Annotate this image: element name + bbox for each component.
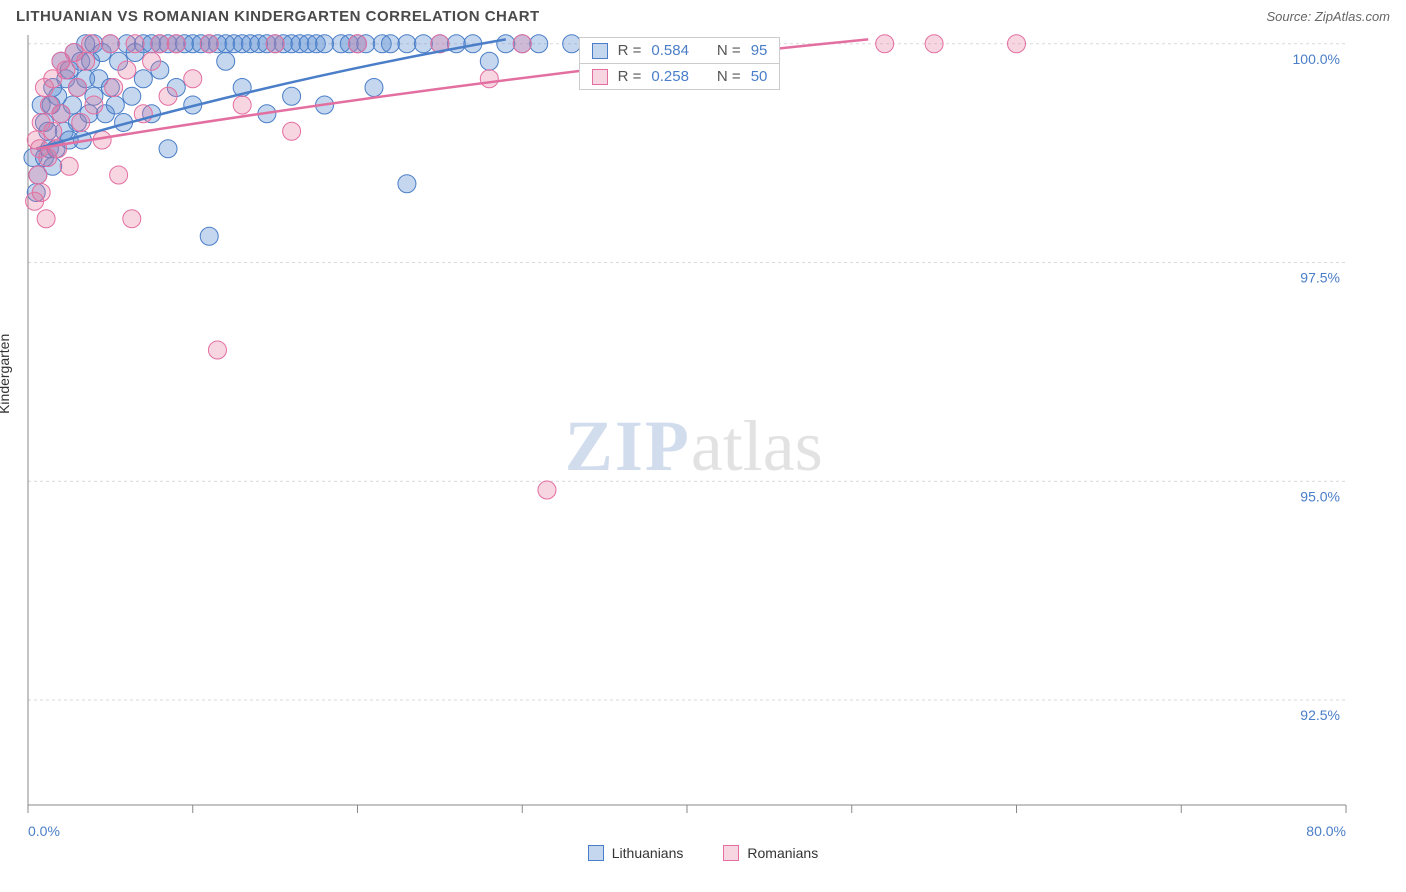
data-point [283, 122, 301, 140]
data-point [365, 79, 383, 97]
legend-bottom: Lithuanians Romanians [12, 845, 1394, 861]
r-label: R = [618, 42, 642, 59]
legend-item: Romanians [723, 845, 818, 861]
n-value: 95 [751, 42, 768, 59]
x-min-label: 0.0% [28, 823, 60, 839]
data-point [283, 87, 301, 105]
data-point [52, 105, 70, 123]
data-point [32, 184, 50, 202]
data-point [123, 87, 141, 105]
stat-row: R = 0.258 N = 50 [580, 63, 780, 89]
data-point [159, 87, 177, 105]
data-point [1008, 35, 1026, 53]
stat-row: R = 0.584 N = 95 [580, 38, 780, 63]
data-point [513, 35, 531, 53]
data-point [208, 341, 226, 359]
legend-label: Romanians [747, 845, 818, 861]
y-axis-title: Kindergarten [0, 334, 12, 414]
data-point [44, 122, 62, 140]
data-point [101, 35, 119, 53]
data-point [200, 227, 218, 245]
data-point [82, 35, 100, 53]
x-max-label: 80.0% [1306, 823, 1346, 839]
data-point [106, 96, 124, 114]
legend-item: Lithuanians [588, 845, 684, 861]
data-point [233, 96, 251, 114]
data-point [151, 35, 169, 53]
data-point [480, 70, 498, 88]
x-axis-end-labels: 0.0% 80.0% [28, 823, 1346, 839]
data-point [57, 61, 75, 79]
n-label: N = [717, 68, 741, 85]
scatter-plot-svg: 92.5% 95.0% 97.5% 100.0% [12, 31, 1352, 821]
data-point [876, 35, 894, 53]
data-point [414, 35, 432, 53]
r-value: 0.258 [651, 68, 689, 85]
data-point [497, 35, 515, 53]
data-point [167, 35, 185, 53]
data-point [72, 114, 90, 132]
data-point [381, 35, 399, 53]
data-point [143, 52, 161, 70]
chart-header: LITHUANIAN VS ROMANIAN KINDERGARTEN CORR… [0, 0, 1406, 25]
chart-title: LITHUANIAN VS ROMANIAN KINDERGARTEN CORR… [16, 8, 540, 25]
data-point [68, 79, 86, 97]
y-tick-label: 97.5% [1300, 270, 1340, 286]
data-point [118, 61, 136, 79]
n-label: N = [717, 42, 741, 59]
y-tick-label: 100.0% [1293, 51, 1340, 67]
r-label: R = [618, 68, 642, 85]
correlation-stat-box: R = 0.584 N = 95 R = 0.258 N = 50 [579, 37, 781, 90]
data-point [266, 35, 284, 53]
series-swatch [592, 69, 608, 85]
data-point [316, 35, 334, 53]
data-point [123, 210, 141, 228]
data-point [538, 481, 556, 499]
data-point [398, 175, 416, 193]
data-point [37, 210, 55, 228]
legend-swatch [723, 845, 739, 861]
data-point [200, 35, 218, 53]
data-point [925, 35, 943, 53]
y-tick-label: 95.0% [1300, 488, 1340, 504]
data-point [85, 96, 103, 114]
legend-swatch [588, 845, 604, 861]
data-point [126, 35, 144, 53]
data-point [398, 35, 416, 53]
data-point [184, 70, 202, 88]
data-point [60, 157, 78, 175]
data-point [217, 52, 235, 70]
data-point [134, 70, 152, 88]
data-point [530, 35, 548, 53]
data-point [110, 166, 128, 184]
y-tick-label: 92.5% [1300, 707, 1340, 723]
legend-label: Lithuanians [612, 845, 684, 861]
data-point [349, 35, 367, 53]
chart-area: Kindergarten 92.5%95.0%97.5%100.0% ZIPat… [12, 31, 1394, 861]
r-value: 0.584 [651, 42, 689, 59]
data-point [29, 166, 47, 184]
data-point [77, 52, 95, 70]
chart-source: Source: ZipAtlas.com [1266, 9, 1390, 24]
data-point [105, 79, 123, 97]
data-point [159, 140, 177, 158]
series-swatch [592, 43, 608, 59]
data-point [480, 52, 498, 70]
n-value: 50 [751, 68, 768, 85]
